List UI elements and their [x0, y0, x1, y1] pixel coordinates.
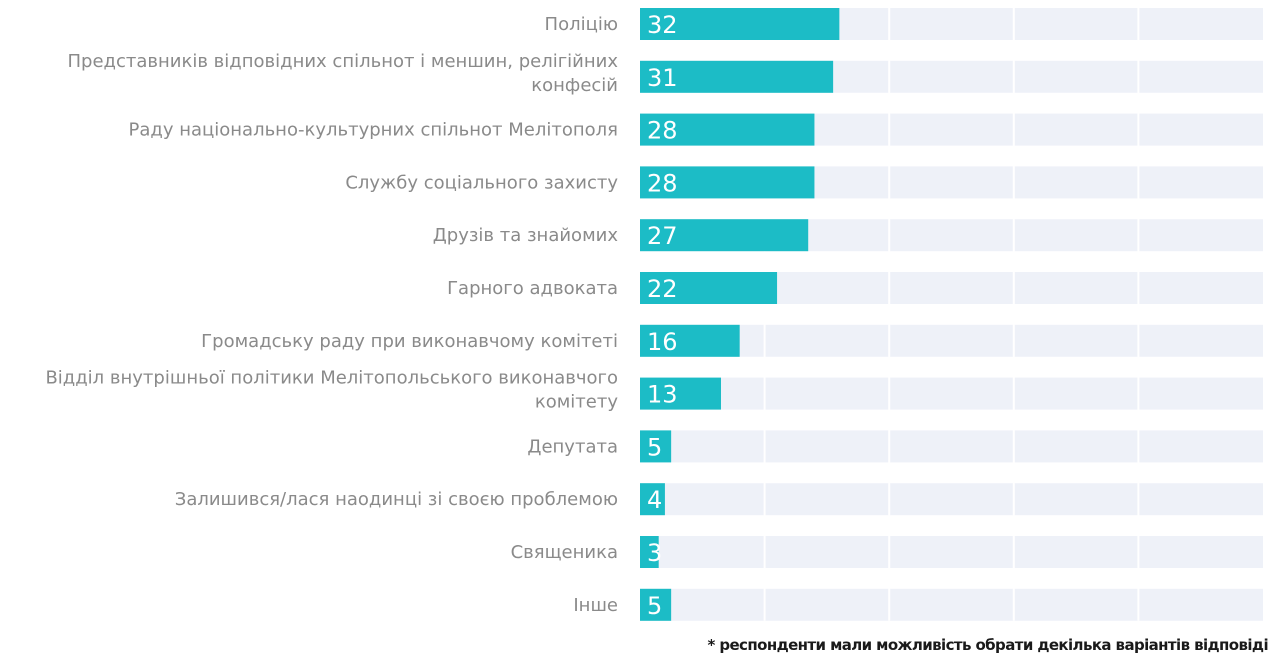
category-label-line: комітету: [535, 392, 619, 413]
bar-track: [640, 483, 1263, 516]
bars: 32 31 28 28 27 22 16 13 5 4 3 5: [640, 8, 840, 621]
bar: [640, 60, 834, 93]
category-label-line: Представників відповідних спільнот і мен…: [68, 51, 619, 72]
bar: [640, 536, 659, 568]
bar: [640, 113, 815, 146]
value-label: 5: [647, 592, 662, 620]
value-label: 31: [647, 64, 678, 92]
value-label: 16: [647, 328, 678, 356]
bar: [640, 483, 665, 516]
category-label-line: Інше: [573, 595, 618, 616]
category-label-line: Службу соціального захисту: [345, 172, 618, 193]
category-label-line: Громадську раду при виконавчому комітеті: [201, 331, 618, 352]
category-label-line: Відділ внутрішньої політики Мелітопольсь…: [45, 368, 618, 389]
value-label: 27: [647, 222, 678, 250]
bar-track: [640, 430, 1263, 463]
value-label: 4: [647, 486, 662, 514]
category-labels: Поліцію Представників відповідних спільно…: [45, 14, 618, 616]
bar-track: [640, 588, 1263, 621]
category-label-line: Гарного адвоката: [447, 278, 618, 299]
bar: [640, 166, 815, 199]
bar: [640, 588, 672, 621]
category-label: Інше: [573, 595, 618, 616]
category-label-line: Депутата: [527, 436, 618, 457]
category-label: Громадську раду при виконавчому комітеті: [201, 331, 618, 352]
bar-track: [640, 536, 1263, 568]
category-label: Священика: [511, 542, 618, 563]
category-label-line: Священика: [511, 542, 618, 563]
value-label: 3: [647, 539, 662, 567]
category-label: Поліцію: [545, 14, 618, 35]
footnote: * респонденти мали можливість обрати дек…: [707, 636, 1268, 654]
bar: [640, 8, 840, 40]
value-label: 22: [647, 275, 678, 303]
category-label: Депутата: [527, 436, 618, 457]
value-label: 32: [647, 11, 678, 39]
category-label: Гарного адвоката: [447, 278, 618, 299]
category-label: Друзів та знайомих: [433, 225, 619, 246]
bar: [640, 272, 778, 304]
bar-track: [640, 324, 1263, 357]
category-label: Залишився/лася наодинці зі своєю проблем…: [175, 489, 618, 510]
gridlines: [763, 8, 1140, 621]
category-label: Раду національно-культурних спільнот Мел…: [129, 120, 619, 141]
category-label-line: Раду національно-культурних спільнот Мел…: [129, 120, 619, 141]
category-label-line: Поліцію: [545, 14, 618, 35]
category-label-line: конфесій: [531, 75, 618, 96]
bar: [640, 219, 809, 252]
value-label: 13: [647, 381, 678, 409]
category-label-line: Друзів та знайомих: [433, 225, 619, 246]
bar-tracks: [640, 8, 1263, 621]
bar-track: [640, 377, 1263, 410]
bar: [640, 377, 721, 410]
bar: [640, 324, 740, 357]
category-label: Відділ внутрішньої політики Мелітопольсь…: [45, 368, 618, 413]
bar: [640, 430, 672, 463]
value-label: 5: [647, 433, 662, 461]
category-label: Службу соціального захисту: [345, 172, 618, 193]
category-label: Представників відповідних спільнот і мен…: [68, 51, 619, 96]
category-label-line: Залишився/лася наодинці зі своєю проблем…: [175, 489, 618, 510]
value-label: 28: [647, 169, 678, 197]
value-label: 28: [647, 117, 678, 145]
